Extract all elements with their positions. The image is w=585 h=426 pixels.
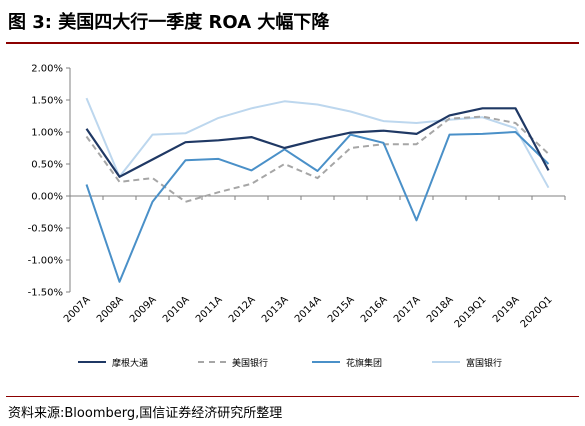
y-tick-label: 1.00% bbox=[31, 128, 63, 139]
y-tick-label: -0.50% bbox=[28, 224, 63, 235]
x-tick-label: 2009A bbox=[128, 294, 159, 325]
x-tick-label: 2007A bbox=[62, 294, 93, 325]
x-tick-label: 2016A bbox=[359, 294, 390, 325]
y-tick-label: -1.50% bbox=[28, 288, 63, 299]
x-tick-label: 2012A bbox=[227, 294, 258, 325]
series-line-3 bbox=[85, 131, 550, 283]
x-tick-label: 2013A bbox=[260, 294, 291, 325]
x-tick-label: 2018A bbox=[425, 294, 456, 325]
x-tick-label: 2010A bbox=[161, 294, 192, 325]
legend-label: 摩根大通 bbox=[112, 358, 149, 369]
x-axis: 2007A 2008A 2009A 2010A 2011A 2012A 2013A 2014A… bbox=[62, 195, 566, 330]
x-tick-label: 2017A bbox=[392, 294, 423, 325]
x-tick-label: 2019Q1 bbox=[453, 294, 489, 330]
y-tick-label: -1.00% bbox=[28, 256, 63, 267]
legend-swatch bbox=[198, 361, 226, 363]
y-tick-label: 0.50% bbox=[31, 160, 63, 171]
x-tick-label: 2015A bbox=[326, 294, 357, 325]
y-tick-label: 1.50% bbox=[31, 96, 63, 107]
legend-swatch bbox=[312, 361, 340, 363]
x-tick-label: 2020Q1 bbox=[519, 294, 555, 330]
x-tick-label: 2008A bbox=[95, 294, 126, 325]
legend-label: 花旗集团 bbox=[346, 358, 383, 369]
y-axis: -1.50% -1.00% -0.50% 0.00% 0.50% 1.00% 1.50% 2.… bbox=[28, 64, 71, 299]
series-lines bbox=[85, 97, 550, 283]
page-title: 图 3: 美国四大行一季度 ROA 大幅下降 bbox=[8, 12, 330, 33]
y-tick-label: 0.00% bbox=[31, 192, 63, 203]
legend-item: 花旗集团 bbox=[312, 352, 382, 372]
footer-divider bbox=[6, 396, 579, 397]
series-line-4 bbox=[85, 97, 550, 189]
title-divider bbox=[6, 42, 579, 44]
legend-item: 美国银行 bbox=[198, 352, 268, 372]
x-tick-label: 2019A bbox=[491, 294, 522, 325]
source-note: 资料来源:Bloomberg,国信证券经济研究所整理 bbox=[8, 406, 283, 421]
legend-swatch bbox=[432, 361, 460, 363]
legend-swatch bbox=[78, 361, 106, 363]
legend-item: 富国银行 bbox=[432, 352, 502, 372]
roa-line-chart: -1.50% -1.00% -0.50% 0.00% 0.50% 1.00% 1.50% 2.… bbox=[28, 64, 566, 330]
legend-item: 摩根大通 bbox=[78, 352, 148, 372]
x-tick-label: 2014A bbox=[293, 294, 324, 325]
chart-legend: 摩根大通 美国银行 花旗集团 富国银行 bbox=[0, 352, 585, 376]
legend-label: 美国银行 bbox=[232, 358, 269, 369]
x-tick-label: 2011A bbox=[194, 294, 225, 325]
series-line-1 bbox=[85, 107, 550, 178]
legend-label: 富国银行 bbox=[466, 358, 503, 369]
y-tick-label: 2.00% bbox=[31, 64, 63, 75]
series-line-2 bbox=[85, 115, 550, 203]
